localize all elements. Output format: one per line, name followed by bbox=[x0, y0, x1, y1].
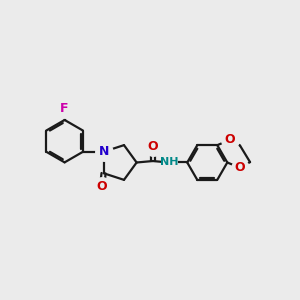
Text: O: O bbox=[225, 134, 236, 146]
Text: O: O bbox=[97, 180, 107, 193]
Text: N: N bbox=[98, 145, 109, 158]
Text: O: O bbox=[235, 161, 245, 174]
Text: O: O bbox=[148, 140, 158, 153]
Text: NH: NH bbox=[160, 158, 178, 167]
Text: F: F bbox=[60, 102, 69, 115]
